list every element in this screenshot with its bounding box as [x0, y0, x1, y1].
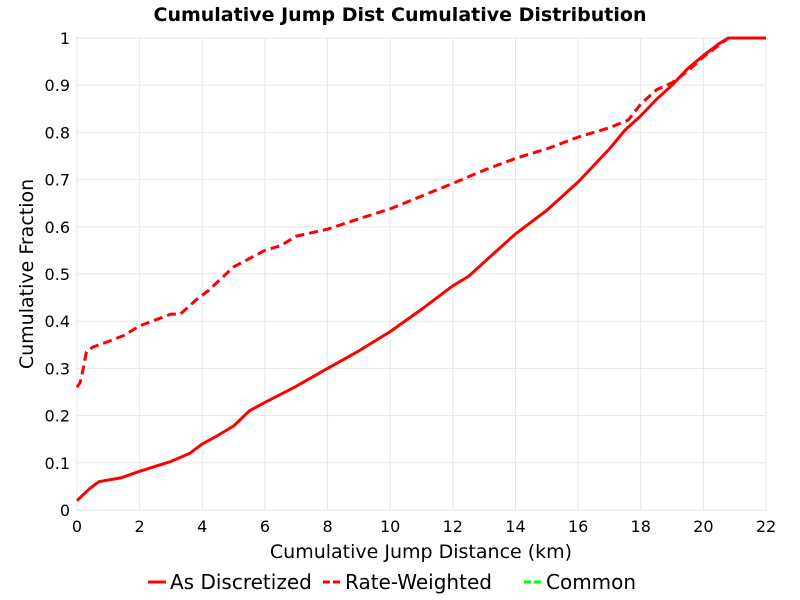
tick-labels: 0 2 4 6 8 10 12 14 16 18 20 22 0 0.1 0.2 0.3 0.4 0.5 0.6 0.… [45, 29, 777, 536]
y-tick-label: 0.4 [45, 312, 70, 331]
y-tick-label: 0.2 [45, 407, 70, 426]
series-line-as-discretized [75, 36, 766, 502]
y-tick-label: 0.7 [45, 171, 70, 190]
x-tick-label: 10 [380, 517, 400, 536]
x-tick-label: 2 [135, 517, 145, 536]
x-tick-label: 12 [443, 517, 463, 536]
x-tick-label: 18 [631, 517, 651, 536]
grid-lines [76, 37, 767, 511]
x-axis-label: Cumulative Jump Distance (km) [270, 541, 572, 563]
x-tick-label: 8 [322, 517, 332, 536]
x-tick-label: 0 [72, 517, 82, 536]
y-tick-label: 0.5 [45, 265, 70, 284]
x-tick-label: 6 [260, 517, 270, 536]
series-line-rate-weighted [75, 36, 766, 389]
legend-label: Common [546, 570, 636, 594]
series-layer [75, 36, 766, 502]
chart-title: Cumulative Jump Dist Cumulative Distribu… [154, 4, 647, 26]
y-tick-label: 0.9 [45, 76, 70, 95]
y-tick-label: 0.8 [45, 123, 70, 142]
x-tick-label: 4 [197, 517, 207, 536]
x-tick-label: 20 [693, 517, 713, 536]
legend-item-common: Common [524, 570, 636, 594]
legend-label: As Discretized [170, 570, 312, 594]
y-tick-label: 0.6 [45, 218, 70, 237]
x-tick-label: 22 [756, 517, 776, 536]
legend-item-rate-weighted: Rate-Weighted [323, 570, 492, 594]
y-tick-label: 1 [60, 29, 70, 48]
legend-item-as-discretized: As Discretized [148, 570, 312, 594]
legend: As Discretized Rate-Weighted Common [148, 570, 636, 594]
y-tick-label: 0.3 [45, 359, 70, 378]
x-tick-label: 14 [505, 517, 525, 536]
y-tick-label: 0.1 [45, 454, 70, 473]
legend-label: Rate-Weighted [345, 570, 492, 594]
y-tick-label: 0 [60, 501, 70, 520]
x-tick-label: 16 [568, 517, 588, 536]
y-axis-label: Cumulative Fraction [16, 179, 38, 369]
